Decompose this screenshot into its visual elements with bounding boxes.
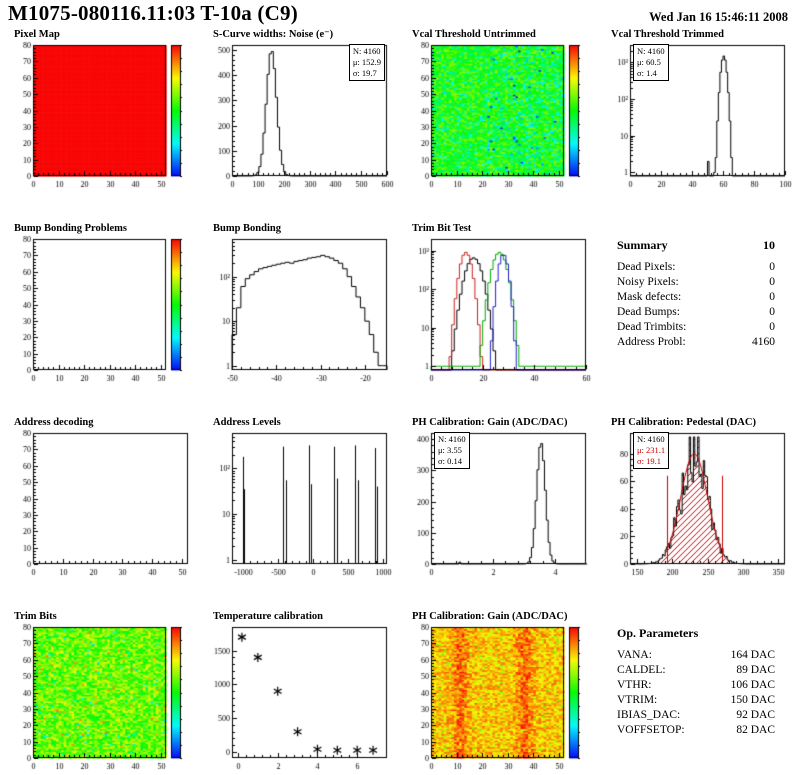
summary-value: 0 xyxy=(769,306,775,318)
stats-line: N: 4160 xyxy=(637,46,665,56)
op-parameters-heading: Op. Parameters xyxy=(617,626,699,640)
op-param-label: CALDEL: xyxy=(617,664,666,676)
panel-bump-bonding-problems: Bump Bonding Problems xyxy=(0,222,199,387)
summary-grade: 10 xyxy=(763,238,775,252)
op-param-value: 106 DAC xyxy=(730,679,775,691)
panel-trim-bits: Trim Bits xyxy=(0,610,199,775)
stats-line: σ: 19.7 xyxy=(352,68,377,79)
op-param-label: VTRIM: xyxy=(617,694,658,706)
plot-title: Bump Bonding Problems xyxy=(14,223,128,234)
plot-title: Address decoding xyxy=(14,417,94,428)
stats-line: N: 4160 xyxy=(352,46,381,56)
stats-line: μ: 3.55 xyxy=(438,445,462,456)
plot-title: S-Curve widths: Noise (e⁻) xyxy=(213,29,334,40)
summary-value: 4160 xyxy=(752,336,775,348)
plot-title: PH Calibration: Gain (ADC/DAC) xyxy=(412,611,568,622)
summary-value: 0 xyxy=(769,321,775,333)
op-param-label: VOFFSETOP: xyxy=(617,724,685,736)
stats-line: μ: 152.9 xyxy=(352,57,381,68)
stats-box: N: 4160 μ: 231.1 σ: 19.1 xyxy=(633,432,670,470)
panel-vcal-trimmed: Vcal Threshold Trimmed N: 4160 μ: 60.5 σ… xyxy=(597,28,796,193)
timestamp: Wed Jan 16 15:46:11 2008 xyxy=(649,10,788,24)
panel-pixel-map: Pixel Map xyxy=(0,28,199,193)
summary-value: 0 xyxy=(769,276,775,288)
plot-title: PH Calibration: Pedestal (DAC) xyxy=(611,417,756,428)
summary-value: 0 xyxy=(769,261,775,273)
summary-panel: Summary 10 Dead Pixels: 0 Noisy Pixels: 0 … xyxy=(597,222,796,387)
summary-label: Address Probl: xyxy=(617,336,686,348)
vcal-untrimmed-heatmap xyxy=(404,41,594,191)
summary-label: Dead Pixels: xyxy=(617,261,676,273)
op-parameters-panel: Op. Parameters VANA: 164 DAC CALDEL: 89 DA… xyxy=(597,610,796,775)
plot-title: PH Calibration: Gain (ADC/DAC) xyxy=(412,417,568,428)
page-title: M1075-080116.11:03 T-10a (C9) xyxy=(8,1,298,25)
plot-title: Trim Bits xyxy=(14,611,57,622)
stats-box: N: 4160 μ: 152.9 σ: 19.7 xyxy=(348,44,385,82)
trim-bit-test-histogram xyxy=(404,235,594,385)
op-param-value: 92 DAC xyxy=(736,709,775,721)
ph-gain-histogram xyxy=(404,429,594,579)
op-param-value: 150 DAC xyxy=(730,694,775,706)
op-param-label: IBIAS_DAC: xyxy=(617,709,681,721)
op-param-label: VANA: xyxy=(617,649,652,661)
plot-title: Vcal Threshold Trimmed xyxy=(611,29,724,40)
plot-title: Pixel Map xyxy=(14,29,60,40)
stats-line: σ: 1.4 xyxy=(637,68,657,79)
ph-gain-heatmap xyxy=(404,623,594,773)
stats-line: N: 4160 xyxy=(637,434,665,444)
panel-scurve-noise: S-Curve widths: Noise (e⁻) N: 4160 μ: 15… xyxy=(199,28,398,193)
temperature-calibration-scatter xyxy=(205,623,395,773)
address-decoding-plot xyxy=(6,429,196,579)
plot-title: Address Levels xyxy=(213,417,281,428)
trim-bits-heatmap xyxy=(6,623,196,773)
summary-value: 0 xyxy=(769,291,775,303)
op-param-value: 164 DAC xyxy=(730,649,775,661)
op-param-value: 82 DAC xyxy=(736,724,775,736)
stats-box: N: 4160 μ: 3.55 σ: 0.14 xyxy=(434,432,470,470)
panel-address-decoding: Address decoding xyxy=(0,416,199,581)
stats-line: σ: 19.1 xyxy=(637,456,661,467)
stats-line: N: 4160 xyxy=(438,434,466,444)
summary-label: Noisy Pixels: xyxy=(617,276,679,288)
panel-ph-pedestal: PH Calibration: Pedestal (DAC) N: 4160 μ… xyxy=(597,416,796,581)
stats-line: μ: 60.5 xyxy=(637,57,661,68)
plot-title: Vcal Threshold Untrimmed xyxy=(412,29,536,40)
summary-label: Dead Trimbits: xyxy=(617,321,687,333)
op-param-label: VTHR: xyxy=(617,679,652,691)
plot-title: Trim Bit Test xyxy=(412,223,472,234)
plot-title: Temperature calibration xyxy=(213,611,323,622)
panel-temperature-calibration: Temperature calibration xyxy=(199,610,398,775)
panel-address-levels: Address Levels xyxy=(199,416,398,581)
vcal-trimmed-histogram xyxy=(603,41,793,191)
pixel-map-heatmap xyxy=(6,41,196,191)
op-param-value: 89 DAC xyxy=(736,664,775,676)
ph-pedestal-histogram xyxy=(603,429,793,579)
plot-title: Bump Bonding xyxy=(213,223,281,234)
stats-line: σ: 0.14 xyxy=(438,456,462,467)
bump-bonding-problems-plot xyxy=(6,235,196,385)
panel-vcal-untrimmed: Vcal Threshold Untrimmed xyxy=(398,28,597,193)
panel-trim-bit-test: Trim Bit Test xyxy=(398,222,597,387)
summary-label: Mask defects: xyxy=(617,291,682,303)
panel-ph-gain-hist: PH Calibration: Gain (ADC/DAC) N: 4160 μ… xyxy=(398,416,597,581)
address-levels-histogram xyxy=(205,429,395,579)
panel-bump-bonding: Bump Bonding xyxy=(199,222,398,387)
stats-box: N: 4160 μ: 60.5 σ: 1.4 xyxy=(633,44,669,82)
bump-bonding-histogram xyxy=(205,235,395,385)
summary-label: Dead Bumps: xyxy=(617,306,680,318)
plot-grid: Pixel Map S-Curve widths: Noise (e⁻) N: … xyxy=(0,28,796,775)
panel-ph-gain-map: PH Calibration: Gain (ADC/DAC) xyxy=(398,610,597,775)
stats-line: μ: 231.1 xyxy=(637,445,666,456)
summary-heading: Summary xyxy=(617,238,668,252)
